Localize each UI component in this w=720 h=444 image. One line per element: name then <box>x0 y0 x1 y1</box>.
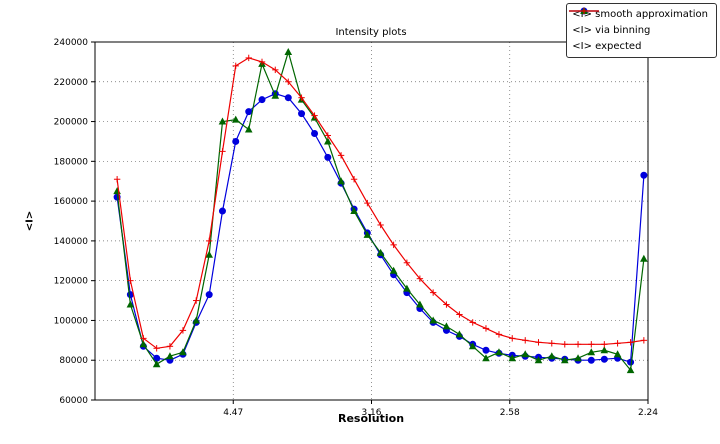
x-tick-label: 4.47 <box>223 408 243 418</box>
x-tick-label: 3.16 <box>361 408 381 418</box>
y-tick-label: 220000 <box>54 78 89 88</box>
series-2 <box>113 54 648 352</box>
legend: <I> smooth approximation <I> via binning… <box>566 3 717 58</box>
legend-label: <I> via binning <box>572 25 651 36</box>
y-tick-label: 140000 <box>54 237 89 247</box>
y-tick-label: 100000 <box>54 316 89 326</box>
legend-label: <I> expected <box>572 41 642 52</box>
axes-frame <box>94 41 649 401</box>
y-tick-label: 80000 <box>59 356 88 366</box>
y-tick-label: 200000 <box>54 118 89 128</box>
y-axis-label: <I> <box>24 210 36 232</box>
y-tick-label: 60000 <box>59 396 88 406</box>
legend-item: <I> via binning <box>569 7 708 38</box>
y-tick-label: 160000 <box>54 197 89 207</box>
legend-plus-marker-icon <box>569 7 600 15</box>
legend-label: <I> smooth approximation <box>572 9 708 20</box>
x-tick-label: 2.58 <box>500 408 520 418</box>
legend-item: <I> expected <box>569 7 708 54</box>
chart-title: Intensity plots <box>335 27 407 38</box>
y-tick-label: 120000 <box>54 277 89 287</box>
series-1 <box>113 47 648 374</box>
x-axis-label: Resolution <box>337 412 405 425</box>
y-tick-label: 180000 <box>54 157 89 167</box>
y-tick-label: 240000 <box>54 38 89 48</box>
x-tick-label: 2.24 <box>638 408 658 418</box>
series-line <box>116 57 644 349</box>
